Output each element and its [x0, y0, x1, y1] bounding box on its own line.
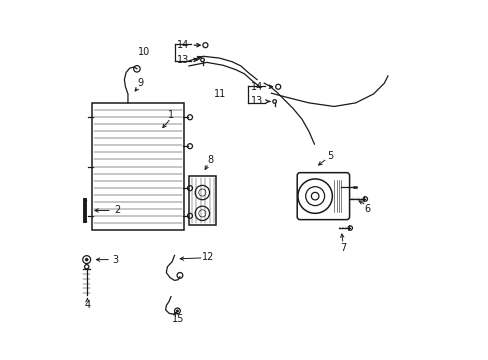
Text: 13: 13	[250, 96, 263, 107]
Text: 8: 8	[207, 155, 213, 165]
Text: 13: 13	[177, 55, 189, 65]
Text: 12: 12	[202, 252, 214, 262]
Circle shape	[85, 258, 88, 261]
Text: 9: 9	[137, 78, 143, 88]
Text: 15: 15	[172, 314, 184, 324]
Text: 10: 10	[138, 47, 150, 57]
Text: 5: 5	[326, 150, 332, 161]
Text: 7: 7	[339, 243, 346, 253]
Text: 14: 14	[177, 40, 189, 50]
Text: 3: 3	[112, 255, 118, 265]
Text: 4: 4	[84, 300, 90, 310]
Text: 6: 6	[364, 204, 370, 214]
Text: 14: 14	[250, 82, 263, 92]
Circle shape	[176, 310, 178, 312]
Text: 11: 11	[213, 89, 225, 99]
Text: 2: 2	[114, 206, 120, 216]
Text: 1: 1	[167, 111, 174, 121]
